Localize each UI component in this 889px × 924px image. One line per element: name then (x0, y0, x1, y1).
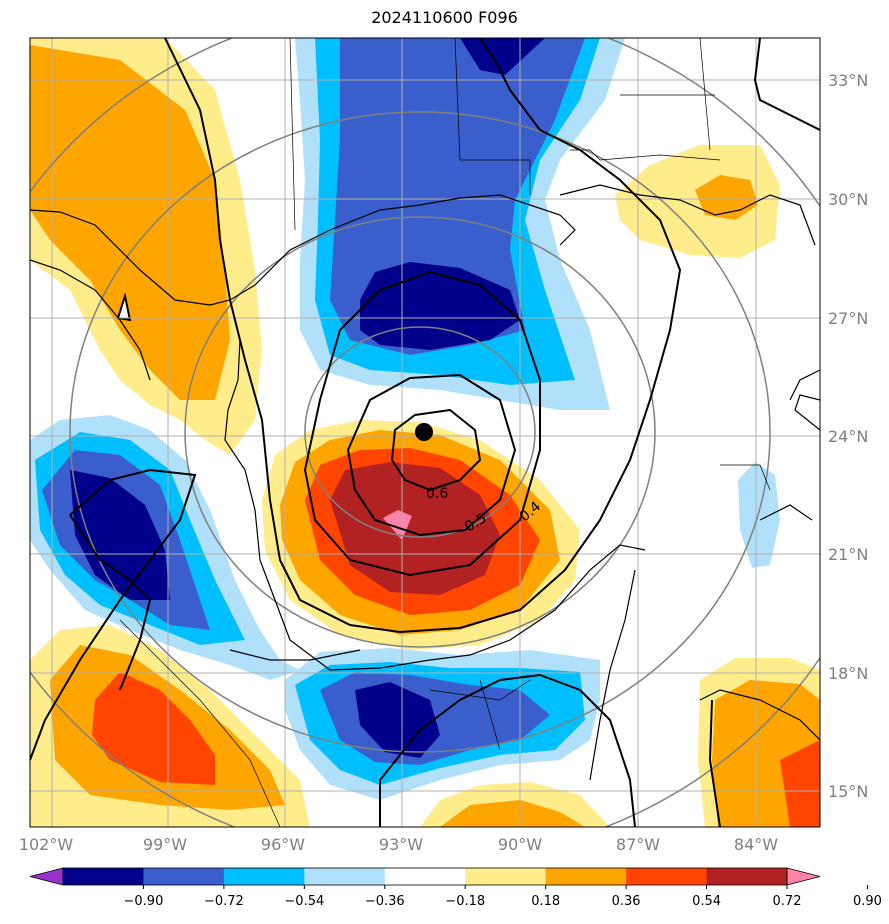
colorbar: −0.90 −0.72 −0.54 −0.36 −0.18 0.18 0.36 0.54 0.7… (29, 867, 882, 909)
lon-label-93w: 93°W (379, 835, 423, 854)
lat-label-33n: 33°N (828, 71, 868, 90)
colorbar-tick-label: 0.36 (612, 894, 641, 909)
colorbar-segment (465, 868, 547, 885)
latitude-labels: 33°N 30°N 27°N 24°N 21°N 18°N 15°N (828, 71, 868, 801)
map-area: 0.6 0.5 0.4 (30, 38, 820, 827)
lon-label-102w: 102°W (19, 835, 74, 854)
range-rings (30, 38, 820, 827)
colorbar-tick-label: 0.54 (692, 894, 721, 909)
colorbar-segment (223, 868, 305, 885)
colorbar-extend-high (786, 867, 821, 886)
colorbar-extend-low (29, 867, 64, 886)
contour-lines (30, 38, 820, 827)
colorbar-tick-label: 0.18 (531, 894, 560, 909)
map-title: 2024110600 F096 (371, 8, 518, 27)
positive-region-northwest-core (30, 45, 230, 400)
lat-label-21n: 21°N (828, 545, 868, 564)
map-frame (29, 37, 821, 828)
political-borders (119, 38, 771, 827)
colorbar-segment (143, 868, 225, 885)
colorbar-segment (304, 868, 386, 885)
colorbar-segment (63, 868, 144, 885)
lon-label-90w: 90°W (498, 835, 542, 854)
lat-label-18n: 18°N (828, 664, 868, 683)
colorbar-tick-label: −0.18 (445, 894, 485, 909)
colorbar-segment (545, 868, 627, 885)
colorbar-tick-label: −0.54 (284, 894, 324, 909)
colorbar-tick-label: −0.72 (204, 894, 244, 909)
lat-label-15n: 15°N (828, 782, 868, 801)
contour-label-0-6: 0.6 (426, 486, 448, 502)
colorbar-tick-label: −0.90 (124, 894, 164, 909)
colorbar-tick-label: 0.90 (853, 894, 882, 909)
lon-label-84w: 84°W (734, 835, 778, 854)
colorbar-tick-label: 0.72 (773, 894, 802, 909)
coastlines (30, 184, 820, 781)
lon-label-87w: 87°W (616, 835, 660, 854)
lat-label-30n: 30°N (828, 190, 868, 209)
colorbar-segment (384, 868, 466, 885)
lat-label-24n: 24°N (828, 427, 868, 446)
lon-label-99w: 99°W (143, 835, 187, 854)
colorbar-outline (62, 867, 788, 886)
storm-center-marker (415, 423, 433, 441)
colorbar-segment (626, 868, 708, 885)
colorbar-tick-label: −0.36 (365, 894, 405, 909)
longitude-labels: 102°W 99°W 96°W 93°W 90°W 87°W 84°W (19, 835, 778, 854)
lon-label-96w: 96°W (261, 835, 305, 854)
positive-region-northeast (615, 145, 780, 258)
lat-label-27n: 27°N (828, 309, 868, 328)
colorbar-segment (706, 868, 788, 885)
